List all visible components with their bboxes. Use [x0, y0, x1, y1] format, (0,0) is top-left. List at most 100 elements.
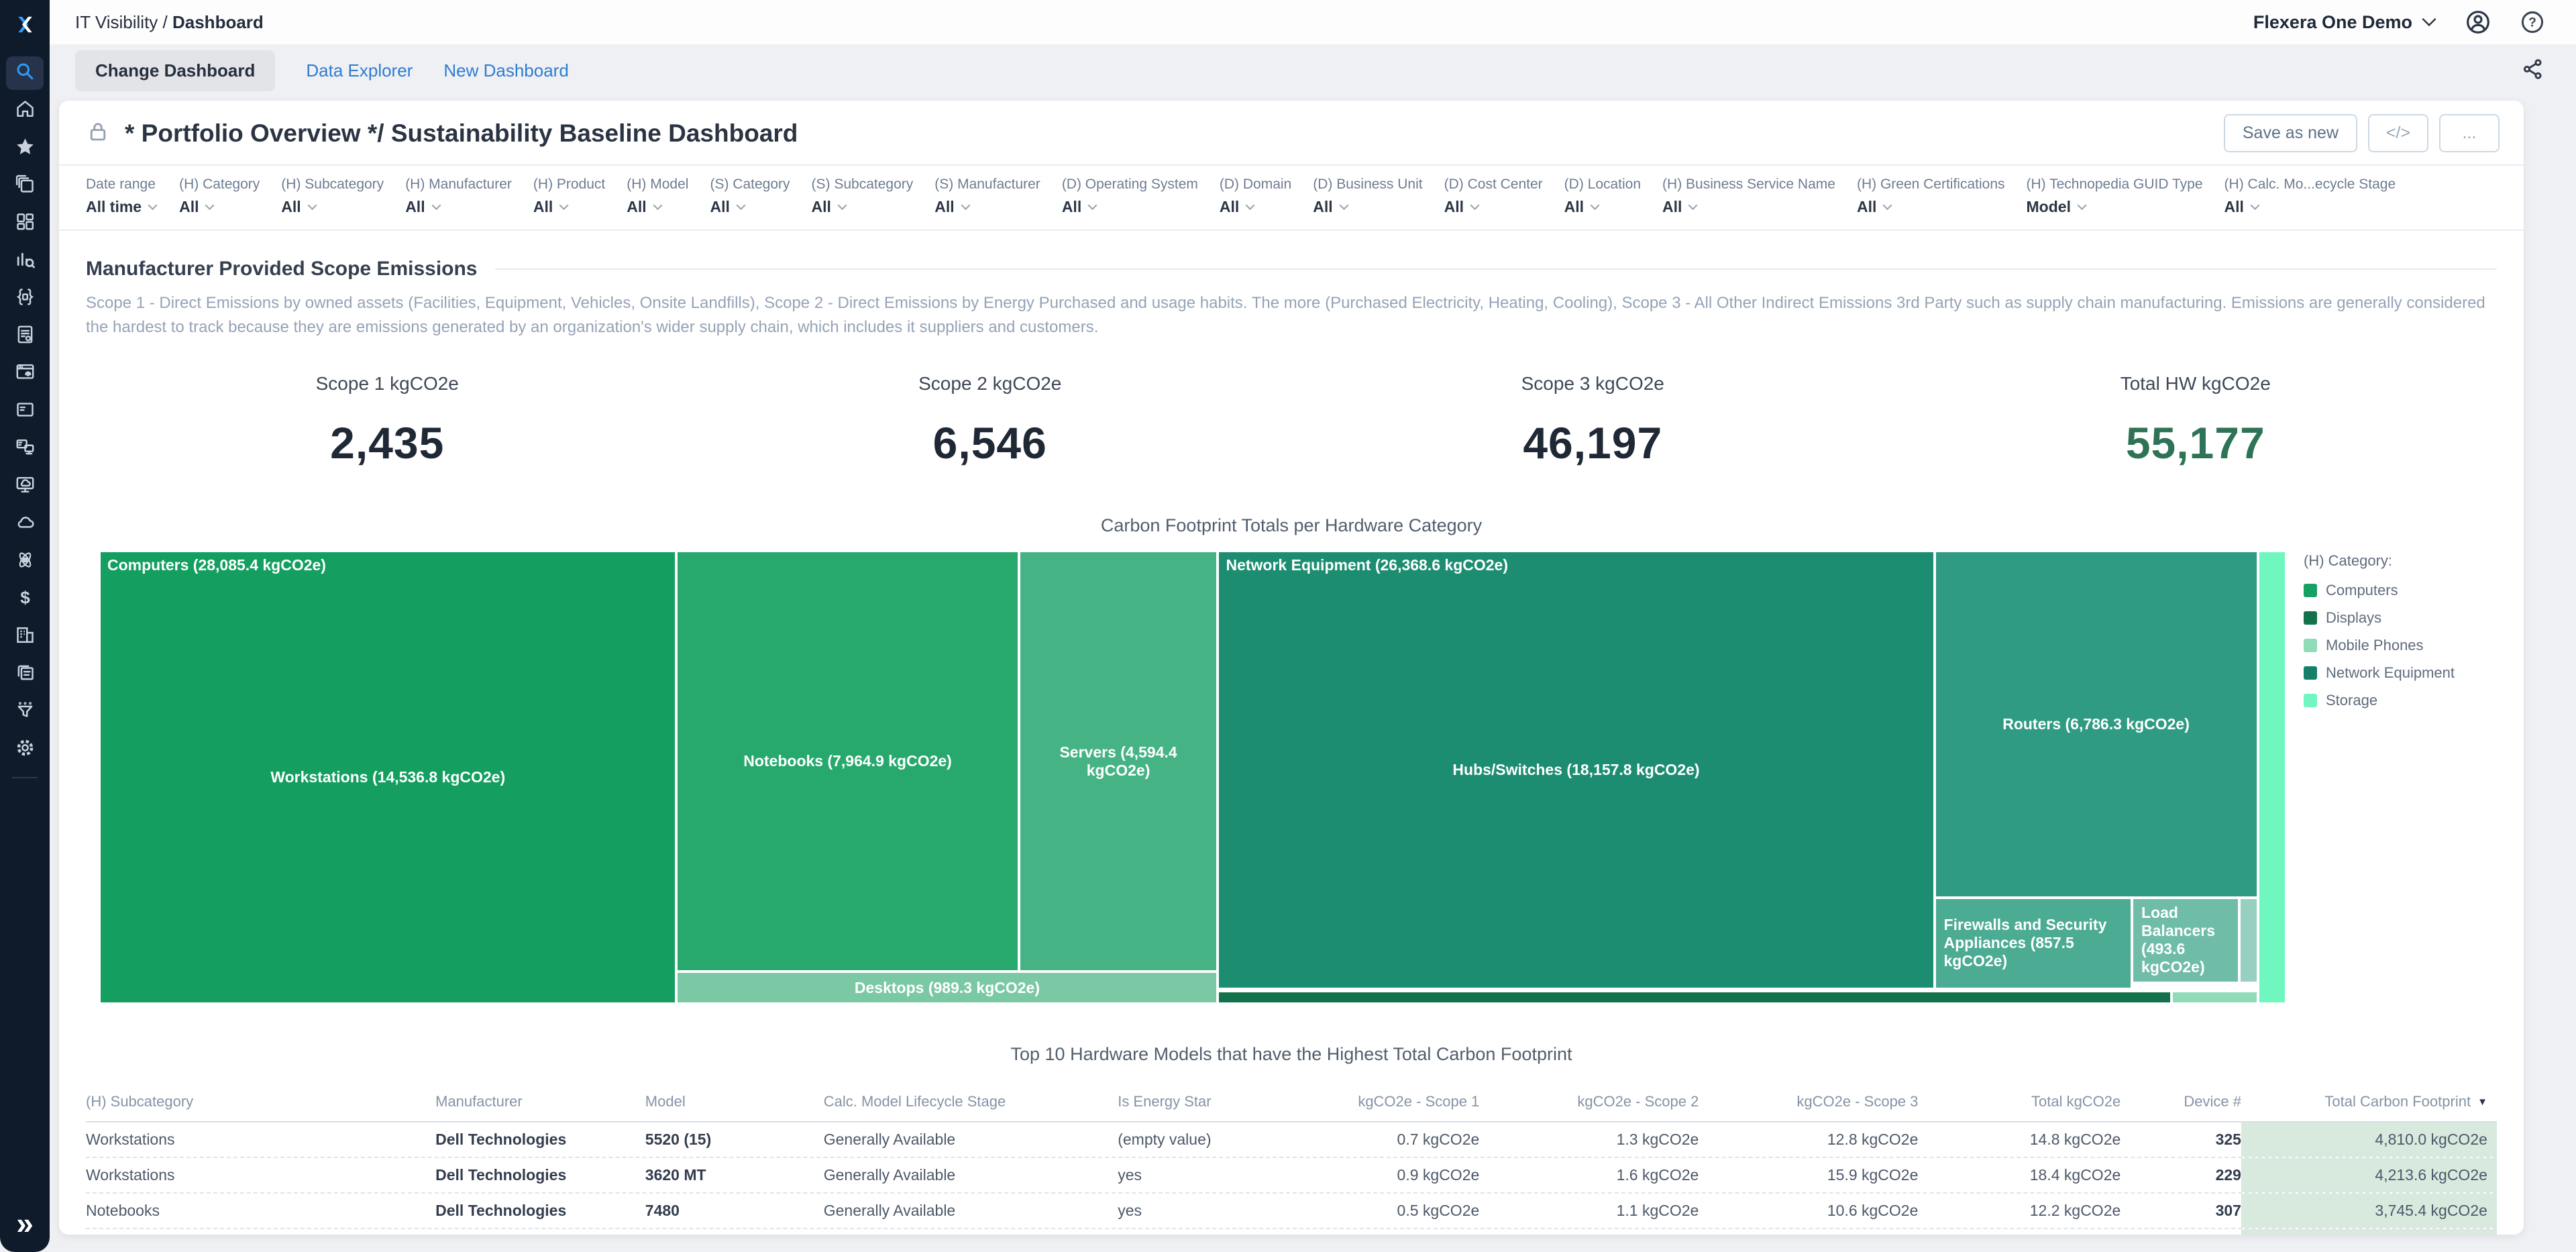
filters-divider — [59, 229, 2524, 231]
col-total-kgco2e[interactable]: Total kgCO2e — [2031, 1093, 2121, 1110]
sidebar-item-search[interactable] — [6, 56, 44, 90]
sidebar-item-technology[interactable] — [6, 282, 44, 315]
col-manufacturer[interactable]: Manufacturer — [435, 1093, 523, 1110]
breadcrumb-page: Dashboard — [172, 11, 264, 32]
sidebar-item-devices[interactable] — [6, 432, 44, 466]
col-device-count[interactable]: Device # — [2184, 1093, 2241, 1110]
treemap-node-storage[interactable] — [2257, 551, 2286, 1004]
legend-item-displays[interactable]: Displays — [2304, 609, 2505, 627]
tab-data-explorer[interactable]: Data Explorer — [306, 60, 413, 81]
filter-h-category[interactable]: (H) Category All — [179, 176, 260, 215]
help-icon[interactable]: ? — [2520, 9, 2545, 35]
sidebar-item-duplicates[interactable] — [6, 658, 44, 691]
filter-bar: Date range All time (H) Category All (H)… — [59, 166, 2524, 229]
tab-new-dashboard[interactable]: New Dashboard — [443, 60, 569, 81]
change-dashboard-button[interactable]: Change Dashboard — [75, 50, 276, 91]
legend-item-storage[interactable]: Storage — [2304, 692, 2505, 709]
sidebar-item-settings[interactable] — [6, 733, 44, 766]
treemap-node-servers[interactable]: Servers (4,594.4 kgCO2e) — [1018, 551, 1218, 972]
filter-s-manufacturer[interactable]: (S) Manufacturer All — [934, 176, 1040, 215]
treemap-chart: Computers (28,085.4 kgCO2e) Workstations… — [99, 551, 2286, 1004]
account-icon[interactable] — [2465, 9, 2491, 36]
treemap-node-desktops[interactable]: Desktops (989.3 kgCO2e) — [676, 972, 1218, 1004]
top-models-table: (H) Subcategory Manufacturer Model Calc.… — [86, 1084, 2497, 1235]
treemap-node-hubs-switches[interactable]: Hubs/Switches (18,157.8 kgCO2e) — [1218, 551, 1935, 989]
legend-item-computers[interactable]: Computers — [2304, 582, 2505, 599]
building-icon — [14, 624, 36, 649]
table-row[interactable]: Notebooks Dell Technologies 7480 General… — [86, 1194, 2497, 1229]
filter-date-range[interactable]: Date range All time — [86, 176, 158, 215]
filter-h-technopedia-guid-type[interactable]: (H) Technopedia GUID Type Model — [2026, 176, 2203, 215]
gear-icon — [14, 737, 36, 762]
sidebar-item-collections[interactable] — [6, 169, 44, 203]
legend-item-network-equipment[interactable]: Network Equipment — [2304, 664, 2505, 682]
filter-d-location[interactable]: (D) Location All — [1564, 176, 1642, 215]
embed-code-button[interactable]: </> — [2368, 114, 2428, 152]
save-as-new-button[interactable]: Save as new — [2223, 114, 2357, 152]
sidebar-item-filters[interactable] — [6, 695, 44, 729]
filter-h-calc-model-lifecycle-stage[interactable]: (H) Calc. Mo...ecycle Stage All — [2224, 176, 2396, 215]
more-options-button[interactable]: ... — [2439, 114, 2500, 152]
treemap-node-load-balancers[interactable]: Load Balancers (493.6 kgCO2e) — [2132, 897, 2239, 983]
sidebar-item-home[interactable] — [6, 94, 44, 127]
filter-s-subcategory[interactable]: (S) Subcategory All — [811, 176, 914, 215]
sidebar-expand-chevrons[interactable]: » — [16, 1206, 34, 1241]
sidebar-item-organization[interactable] — [6, 620, 44, 654]
col-scope-2[interactable]: kgCO2e - Scope 2 — [1577, 1093, 1699, 1110]
sidebar-item-analytics[interactable] — [6, 244, 44, 278]
filter-d-domain[interactable]: (D) Domain All — [1219, 176, 1292, 215]
treemap-group-computers[interactable]: Computers (28,085.4 kgCO2e) Workstations… — [99, 551, 1218, 1004]
treemap-node-workstations[interactable]: Workstations (14,536.8 kgCO2e) — [99, 551, 677, 1004]
filter-d-business-unit[interactable]: (D) Business Unit All — [1313, 176, 1423, 215]
sidebar-item-reports[interactable] — [6, 395, 44, 428]
legend-swatch-network-equipment — [2304, 666, 2317, 680]
sidebar-item-saas[interactable] — [6, 357, 44, 390]
filter-h-model[interactable]: (H) Model All — [627, 176, 689, 215]
table-title: Top 10 Hardware Models that have the Hig… — [1010, 1044, 1572, 1064]
col-energy-star[interactable]: Is Energy Star — [1118, 1093, 1212, 1110]
filter-h-business-service-name[interactable]: (H) Business Service Name All — [1662, 176, 1835, 215]
sidebar-item-cloud[interactable] — [6, 507, 44, 541]
share-icon[interactable] — [2521, 57, 2545, 85]
filter-h-subcategory[interactable]: (H) Subcategory All — [281, 176, 384, 215]
filter-d-operating-system[interactable]: (D) Operating System All — [1061, 176, 1198, 215]
section-title: Manufacturer Provided Scope Emissions — [86, 258, 478, 280]
sidebar-item-spend[interactable]: $ — [6, 582, 44, 616]
col-scope-3[interactable]: kgCO2e - Scope 3 — [1796, 1093, 1919, 1110]
table-row[interactable]: Workstations Dell Technologies 3620 MT G… — [86, 1158, 2497, 1194]
col-total-carbon-footprint[interactable]: Total Carbon Footprint ▼ — [2324, 1093, 2487, 1110]
treemap-node-notebooks[interactable]: Notebooks (7,964.9 kgCO2e) — [676, 551, 1019, 972]
filter-h-green-certifications[interactable]: (H) Green Certifications All — [1856, 176, 2005, 215]
sidebar-item-flexera[interactable] — [6, 9, 44, 43]
table-row[interactable]: Workstations Dell Technologies 5520 (15)… — [86, 1123, 2497, 1158]
org-switcher[interactable]: Flexera One Demo — [2253, 12, 2436, 33]
col-scope-1[interactable]: kgCO2e - Scope 1 — [1358, 1093, 1480, 1110]
svg-text:?: ? — [2528, 16, 2536, 30]
filter-h-product[interactable]: (H) Product All — [533, 176, 606, 215]
col-subcategory[interactable]: (H) Subcategory — [86, 1093, 194, 1110]
col-model[interactable]: Model — [645, 1093, 686, 1110]
sidebar-item-favorites[interactable] — [6, 132, 44, 165]
section-description: Scope 1 - Direct Emissions by owned asse… — [86, 294, 2485, 336]
filter-d-cost-center[interactable]: (D) Cost Center All — [1444, 176, 1543, 215]
chart-search-icon — [14, 248, 36, 274]
treemap-node-firewalls[interactable]: Firewalls and Security Appliances (857.5… — [1934, 897, 2133, 989]
breadcrumb-section[interactable]: IT Visibility — [75, 11, 158, 32]
treemap-node-routers[interactable]: Routers (6,786.3 kgCO2e) — [1934, 551, 2258, 898]
treemap-node-small-unlabeled[interactable] — [2239, 897, 2258, 983]
col-lifecycle-stage[interactable]: Calc. Model Lifecycle Stage — [823, 1093, 1006, 1110]
section-rule — [494, 268, 2497, 270]
treemap-group-network-equipment[interactable]: Network Equipment (26,368.6 kgCO2e) Hubs… — [1218, 551, 2258, 989]
sidebar-item-dashboards[interactable] — [6, 207, 44, 240]
legend-item-mobile-phones[interactable]: Mobile Phones — [2304, 637, 2505, 654]
filter-s-category[interactable]: (S) Category All — [710, 176, 790, 215]
treemap-node-mobile-phones[interactable] — [2171, 990, 2258, 1004]
treemap-node-displays[interactable] — [1218, 990, 2171, 1004]
sidebar-item-licenses[interactable] — [6, 319, 44, 353]
sidebar-item-automation[interactable] — [6, 545, 44, 578]
filter-h-manufacturer[interactable]: (H) Manufacturer All — [405, 176, 512, 215]
table-row[interactable]: Routers Cisco 1921 Obsolete (empty value… — [86, 1229, 2497, 1235]
sidebar-item-virtual-desktop[interactable] — [6, 470, 44, 503]
lock-icon — [86, 119, 110, 147]
svg-text:$: $ — [20, 587, 30, 607]
